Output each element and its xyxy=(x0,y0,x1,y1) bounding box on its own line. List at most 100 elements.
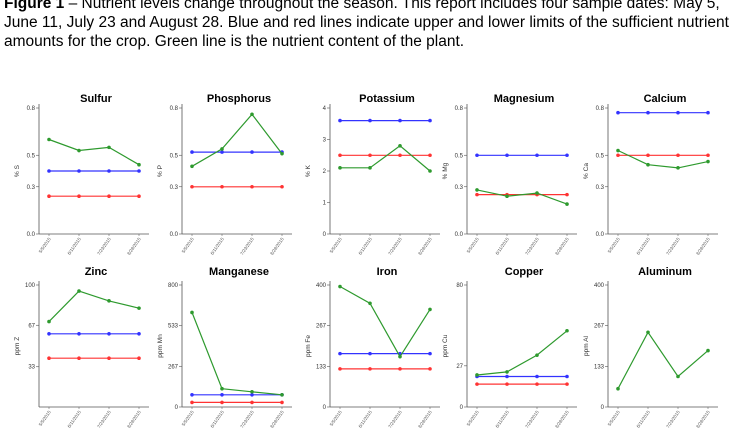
calcium-lower-point xyxy=(676,153,680,158)
magnesium-xtick-label: 7/23/2015 xyxy=(524,236,540,256)
iron-plant-point xyxy=(368,301,372,306)
zinc-ylabel: ppm Z xyxy=(14,337,21,355)
manganese-ylabel: ppm Mn xyxy=(157,334,164,358)
manganese-plant-line xyxy=(191,312,283,396)
phosphorus-lower-point xyxy=(280,184,284,189)
manganese-plant-point xyxy=(280,393,284,397)
manganese-xtick-label: 6/11/2015 xyxy=(209,409,225,428)
zinc-plant-point xyxy=(107,299,111,303)
zinc-plant-point xyxy=(137,306,141,310)
calcium-lower-point xyxy=(616,153,620,158)
calcium-upper-point xyxy=(616,110,620,115)
potassium-xtick-label: 5/5/2015 xyxy=(329,236,343,254)
figure-caption: Figure 1 – Nutrient levels change throug… xyxy=(4,0,748,51)
potassium-ylabel: % K xyxy=(305,164,312,177)
potassium-plant-point xyxy=(428,169,432,173)
zinc-lower-point xyxy=(137,356,141,361)
manganese-lower-point xyxy=(280,400,284,405)
aluminum-ytick-label: 400 xyxy=(594,283,605,289)
phosphorus-xtick-label: 8/28/2015 xyxy=(269,236,285,256)
sulfur-chart: Sulfur 0.8 0.5 0.3 0.0 % S 5/5/2015 6/11/2015 7/… xyxy=(14,93,149,256)
copper-ytick-label: 80 xyxy=(456,283,463,289)
manganese-ytick-label: 267 xyxy=(168,364,179,370)
potassium-plant-point xyxy=(368,166,372,170)
sulfur-lower-point xyxy=(47,194,51,198)
sulfur-plant-line xyxy=(48,138,140,166)
phosphorus-title: Phosphorus xyxy=(207,93,271,105)
magnesium-xtick-label: 8/28/2015 xyxy=(554,236,570,256)
iron-xtick-label: 7/23/2015 xyxy=(387,409,403,429)
iron-lower-point xyxy=(398,367,402,371)
manganese-upper-point xyxy=(190,393,194,397)
sulfur-plant-point xyxy=(47,137,51,142)
zinc-upper-point xyxy=(77,332,81,336)
sulfur-upper-point xyxy=(77,169,81,173)
sulfur-plant-point xyxy=(137,162,141,167)
sulfur-upper-point xyxy=(107,169,111,173)
copper-plant-point xyxy=(535,353,539,357)
iron-plant-line xyxy=(339,285,431,358)
copper-plant-point xyxy=(505,370,509,374)
manganese-plant-point xyxy=(220,386,224,391)
caption-text: – Nutrient levels change throughout the … xyxy=(4,0,729,50)
potassium-upper-point xyxy=(398,118,402,123)
aluminum-ytick-label: 0 xyxy=(601,405,605,411)
iron-xtick-label: 6/11/2015 xyxy=(357,409,373,428)
copper-xtick-label: 6/11/2015 xyxy=(494,409,510,428)
magnesium-plant-line xyxy=(476,189,568,205)
iron-ytick-label: 133 xyxy=(316,364,327,370)
potassium-chart: Potassium 4 3 2 1 0 % K 5/5/2015 6/11/2015 7/23/2… xyxy=(305,93,440,256)
calcium-upper-point xyxy=(676,110,680,115)
calcium-upper-point xyxy=(646,110,650,115)
sulfur-upper-point xyxy=(47,169,51,173)
magnesium-chart: Magnesium 0.8 0.5 0.3 0.0 % Mg 5/5/2015 6/11/20… xyxy=(442,93,577,256)
magnesium-upper-point xyxy=(475,153,479,158)
aluminum-ylabel: ppm Al xyxy=(583,336,590,356)
magnesium-xtick-label: 6/11/2015 xyxy=(494,236,510,255)
magnesium-ytick-label: 0.3 xyxy=(455,185,464,191)
magnesium-plant-point xyxy=(505,194,509,198)
phosphorus-ylabel: % P xyxy=(157,165,164,177)
sulfur-ytick-label: 0.3 xyxy=(27,185,36,191)
zinc-plant-point xyxy=(47,319,51,324)
zinc-upper-point xyxy=(137,332,141,336)
copper-upper-point xyxy=(565,374,569,379)
zinc-lower-point xyxy=(107,356,111,361)
iron-plant-point xyxy=(398,354,402,359)
zinc-xtick-label: 8/28/2015 xyxy=(126,409,142,429)
phosphorus-ytick-label: 0.3 xyxy=(170,185,179,191)
calcium-upper-point xyxy=(706,110,710,115)
potassium-plant-point xyxy=(338,166,342,170)
iron-chart: Iron 400 267 133 0 ppm Fe 5/5/2015 6/11/2015 7/2… xyxy=(305,266,440,429)
copper-lower-point xyxy=(565,382,569,386)
magnesium-plant-point xyxy=(475,188,479,192)
magnesium-lower-point xyxy=(565,192,569,197)
calcium-ytick-label: 0.5 xyxy=(596,153,605,159)
potassium-lower-point xyxy=(398,153,402,158)
iron-ytick-label: 400 xyxy=(316,283,327,289)
potassium-upper-point xyxy=(368,118,372,123)
potassium-lower-point xyxy=(428,153,432,158)
zinc-xtick-label: 6/11/2015 xyxy=(66,409,82,428)
aluminum-chart: Aluminum 400 267 133 0 ppm Al 5/5/2015 6/11/201… xyxy=(583,266,718,429)
phosphorus-xtick-label: 7/23/2015 xyxy=(239,236,255,256)
calcium-xtick-label: 7/23/2015 xyxy=(665,236,681,256)
zinc-ytick-label: 100 xyxy=(25,283,36,289)
sulfur-lower-point xyxy=(77,194,81,198)
sulfur-plant-point xyxy=(107,145,111,150)
iron-plant-point xyxy=(428,307,432,312)
magnesium-title: Magnesium xyxy=(494,93,555,105)
calcium-lower-point xyxy=(646,153,650,158)
aluminum-xtick-label: 6/11/2015 xyxy=(635,409,651,428)
phosphorus-plant-point xyxy=(280,151,284,156)
calcium-xtick-label: 5/5/2015 xyxy=(607,236,621,254)
copper-lower-point xyxy=(505,382,509,386)
calcium-title: Calcium xyxy=(644,93,687,105)
magnesium-upper-point xyxy=(565,153,569,158)
potassium-plant-point xyxy=(398,144,402,148)
potassium-upper-point xyxy=(428,118,432,123)
manganese-plant-point xyxy=(190,310,194,315)
manganese-lower-point xyxy=(220,400,224,405)
manganese-xtick-label: 5/5/2015 xyxy=(181,409,195,427)
